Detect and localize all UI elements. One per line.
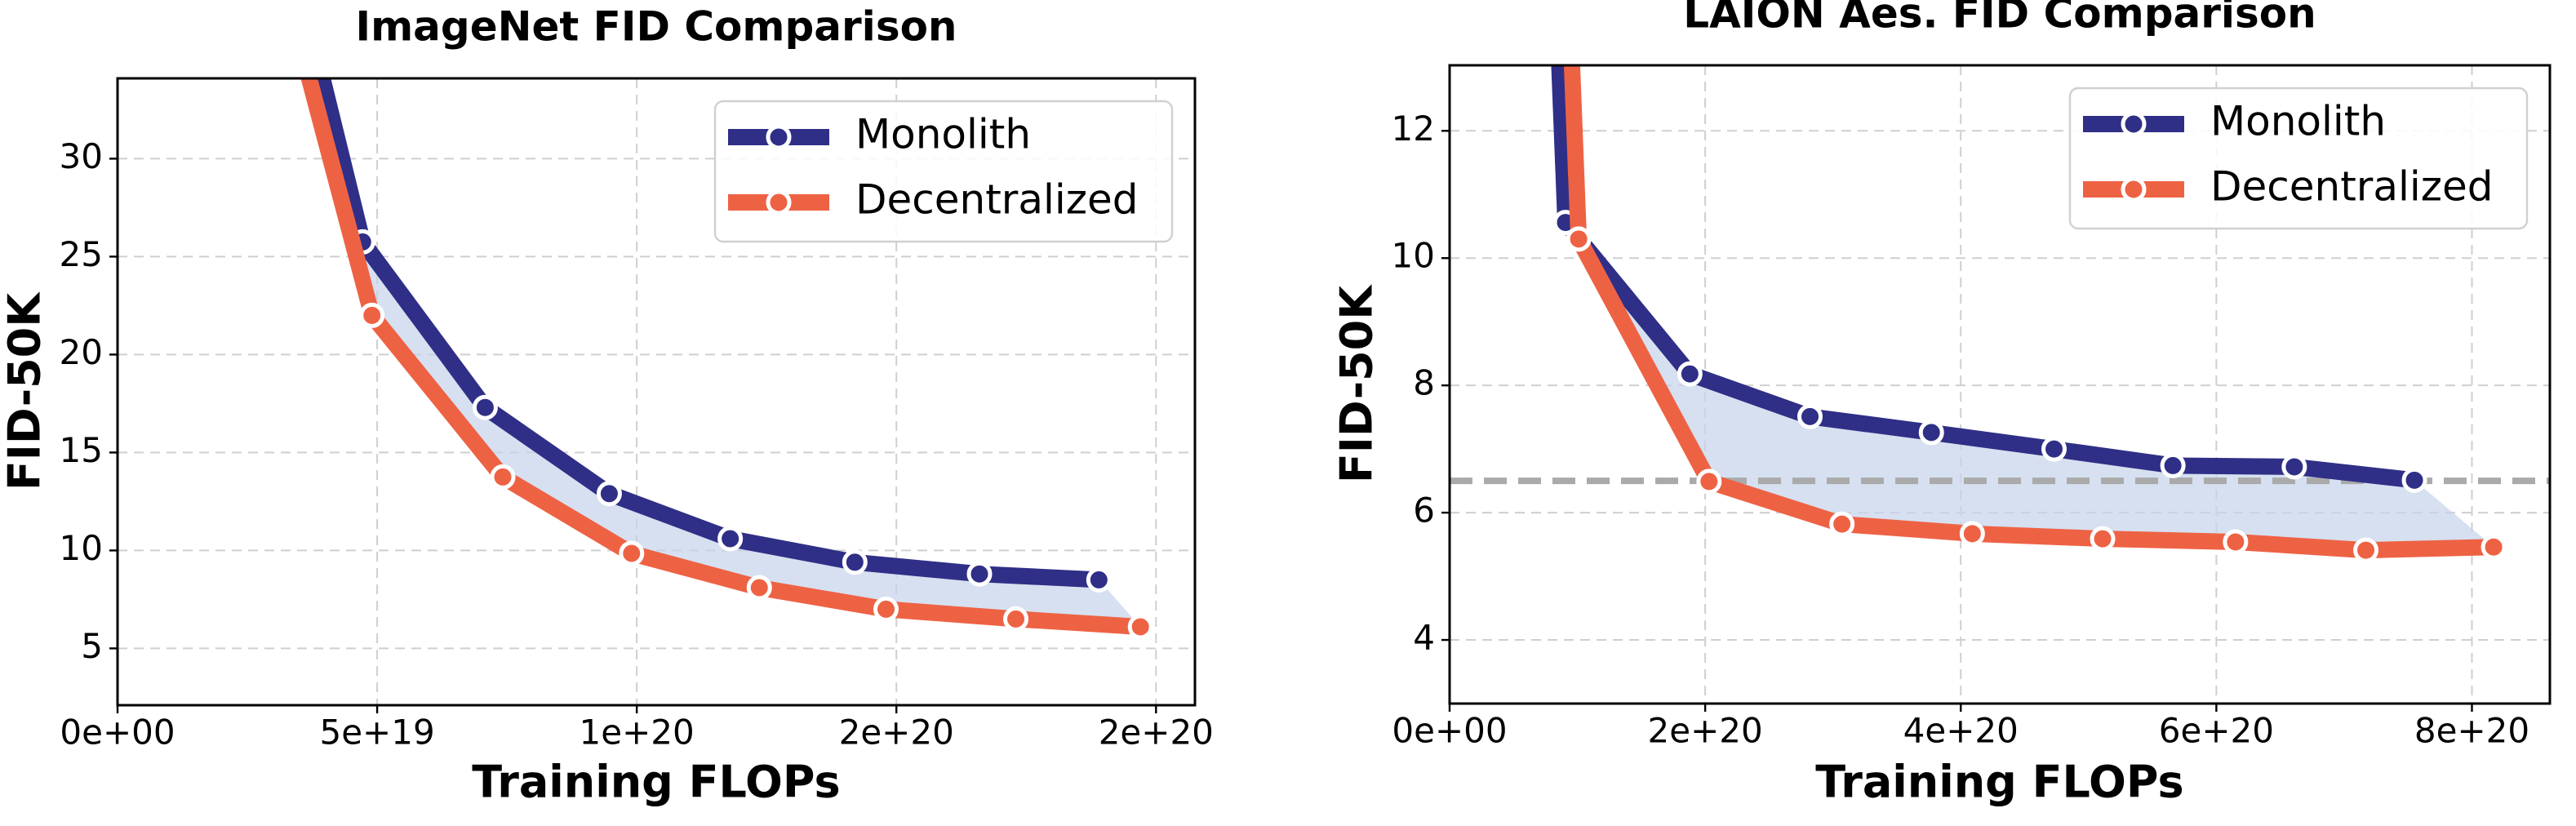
y-tick-label: 8 xyxy=(1413,363,1435,403)
gap-area xyxy=(1559,65,2494,551)
y-tick-label: 25 xyxy=(60,234,103,274)
point xyxy=(746,575,772,601)
plot-area xyxy=(300,78,1153,640)
point xyxy=(1696,469,1722,495)
y-tick-label: 20 xyxy=(60,332,103,372)
legend-label: Monolith xyxy=(2210,98,2386,145)
y-tick-label: 6 xyxy=(1413,491,1435,531)
point xyxy=(1797,403,1823,429)
x-tick-label: 2e+20 xyxy=(1648,711,1763,751)
legend-marker xyxy=(2121,176,2147,202)
legend-marker xyxy=(766,189,792,215)
subplot: 0e+00 5e+19 1e+20 2e+20 2e+20 5 10 15 20 25 30 Imag… xyxy=(0,3,1214,808)
series-line xyxy=(300,78,1141,635)
point xyxy=(966,561,993,587)
x-axis-label: Training FLOPs xyxy=(472,757,840,808)
point xyxy=(2160,452,2186,478)
point xyxy=(619,540,645,566)
y-tick-label: 15 xyxy=(60,430,103,470)
x-tick-label: 4e+20 xyxy=(1903,711,2019,751)
legend-label: Decentralized xyxy=(855,176,1139,224)
legend-marker xyxy=(766,124,792,150)
point xyxy=(2223,529,2249,555)
point xyxy=(1003,606,1029,632)
x-tick-label: 8e+20 xyxy=(2414,711,2529,751)
series-line xyxy=(313,78,1099,588)
legend-label: Decentralized xyxy=(2210,163,2494,211)
point xyxy=(490,464,516,490)
point xyxy=(1086,566,1112,593)
y-tick-label: 10 xyxy=(1392,236,1435,276)
point xyxy=(359,302,385,328)
point xyxy=(2090,526,2116,552)
x-tick-label: 2e+20 xyxy=(839,713,954,753)
legend-marker xyxy=(2121,111,2147,137)
x-tick-label: 1e+20 xyxy=(580,713,695,753)
point xyxy=(1127,614,1153,640)
y-axis-label: FID-50K xyxy=(0,291,51,491)
point xyxy=(1566,226,1592,252)
axes-frame xyxy=(1448,64,2552,705)
x-tick-label: 0e+00 xyxy=(60,713,175,753)
point xyxy=(2041,436,2067,462)
point xyxy=(1829,511,1855,537)
plot-area xyxy=(1450,65,2550,563)
x-tick-label: 5e+19 xyxy=(319,713,434,753)
point xyxy=(1959,521,1985,547)
y-tick-label: 30 xyxy=(60,136,103,176)
x-tick-label: 0e+00 xyxy=(1392,711,1507,751)
x-axis-label: Training FLOPs xyxy=(1815,757,2183,808)
x-tick-label: 6e+20 xyxy=(2159,711,2274,751)
legend: Monolith Decentralized xyxy=(2068,87,2529,230)
point xyxy=(1918,420,1944,446)
y-tick-label: 12 xyxy=(1392,109,1435,149)
subplot: 0e+00 2e+20 4e+20 6e+20 8e+20 4 6 8 10 12 LAION Ae… xyxy=(1331,0,2552,808)
point xyxy=(873,596,899,622)
chart-title: LAION Aes. FID Comparison xyxy=(1683,0,2316,38)
legend-label: Monolith xyxy=(855,111,1031,158)
point xyxy=(2353,537,2379,563)
axes-frame xyxy=(116,77,1197,707)
y-tick-label: 10 xyxy=(60,528,103,568)
point xyxy=(842,549,868,575)
legend: Monolith Decentralized xyxy=(713,100,1174,243)
point xyxy=(2481,534,2507,560)
point xyxy=(1677,361,1703,387)
point xyxy=(2281,454,2307,480)
y-tick-label: 4 xyxy=(1413,618,1435,658)
point xyxy=(717,526,744,552)
y-axis-label: FID-50K xyxy=(1331,284,1383,483)
point xyxy=(472,394,498,420)
chart-title: ImageNet FID Comparison xyxy=(355,3,957,51)
point xyxy=(2401,467,2427,493)
point xyxy=(596,481,622,507)
y-tick-label: 5 xyxy=(81,626,103,666)
x-tick-label: 2e+20 xyxy=(1099,713,1214,753)
